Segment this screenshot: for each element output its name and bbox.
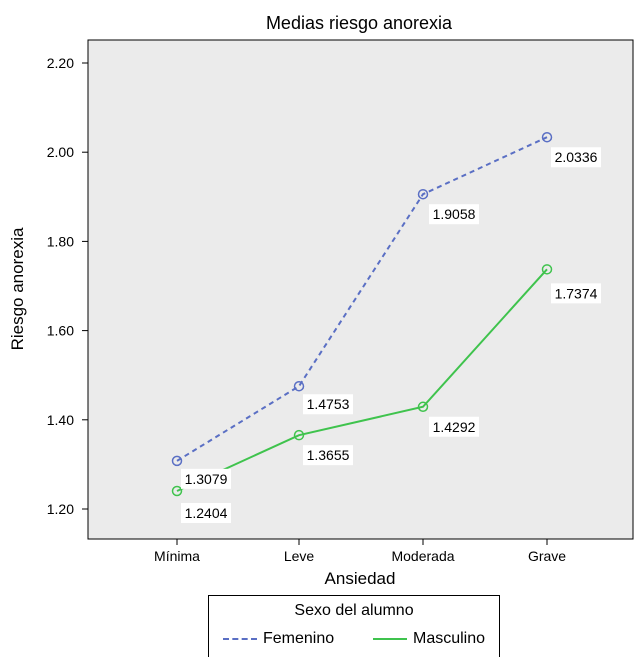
y-axis: 1.20 1.40 1.60 1.80 2.00 2.20 <box>47 55 88 517</box>
data-label-box <box>429 416 479 437</box>
data-label-text: 2.0336 <box>555 149 598 165</box>
data-label-masculino: 1.2404 <box>181 502 231 523</box>
series-layer <box>171 131 553 497</box>
y-tick-label: 2.00 <box>47 144 74 160</box>
data-point-femenino <box>541 131 553 143</box>
data-label-text: 1.9058 <box>433 206 476 222</box>
data-point-masculino <box>541 264 553 275</box>
data-label-femenino: 1.9058 <box>429 204 479 225</box>
legend-label-femenino: Femenino <box>263 630 335 647</box>
data-label-text: 1.7374 <box>555 285 598 301</box>
legend-swatch-masculino <box>373 638 407 640</box>
x-tick-label: Moderada <box>391 548 454 564</box>
data-label-masculino: 1.4292 <box>429 416 479 437</box>
plot-area <box>87 39 634 540</box>
x-tick-label: Leve <box>284 548 315 564</box>
data-label-box <box>303 394 353 415</box>
series-line-masculino <box>176 268 548 492</box>
data-point-femenino <box>293 380 305 392</box>
data-point-masculino <box>293 429 305 441</box>
data-label-text: 1.4292 <box>433 419 476 435</box>
data-label-femenino: 1.3079 <box>181 468 231 489</box>
data-label-box <box>181 468 231 489</box>
x-axis: Mínima Leve Moderada Grave <box>154 539 566 564</box>
y-axis-label: Riesgo anorexia <box>8 227 27 350</box>
legend-item-masculino: Masculino <box>373 630 485 648</box>
data-point-masculino <box>171 485 183 497</box>
legend-label-masculino: Masculino <box>413 630 486 647</box>
y-tick-label: 2.20 <box>47 55 74 71</box>
y-tick-label: 1.40 <box>47 412 74 428</box>
data-label-text: 1.2404 <box>185 505 228 521</box>
data-label-box <box>181 502 231 523</box>
data-point-femenino <box>171 455 183 467</box>
data-label-text: 1.3079 <box>185 471 228 487</box>
data-label-box <box>551 147 601 168</box>
data-label-text: 1.4753 <box>307 396 350 412</box>
legend-title: Sexo del alumno <box>294 602 414 619</box>
data-label-box <box>303 445 353 466</box>
legend: Sexo del alumno Femenino Masculino <box>208 595 500 657</box>
y-tick-label: 1.80 <box>47 233 74 249</box>
data-label-masculino: 1.3655 <box>303 445 353 466</box>
legend-item-femenino: Femenino <box>223 630 334 648</box>
y-tick-label: 1.20 <box>47 501 74 517</box>
x-axis-label: Ansiedad <box>325 569 396 588</box>
y-tick-label: 1.60 <box>47 323 74 339</box>
legend-swatch-femenino <box>223 638 257 640</box>
data-label-box <box>551 283 601 304</box>
data-point-masculino <box>417 401 429 413</box>
data-point-femenino <box>417 188 429 200</box>
data-label-box <box>429 204 479 225</box>
data-labels: 1.3079 1.4753 1.9058 2.0336 1.2404 1.3655 1.42… <box>181 147 601 523</box>
x-tick-label: Mínima <box>154 548 200 564</box>
data-label-text: 1.3655 <box>307 447 350 463</box>
data-label-masculino: 1.7374 <box>551 283 601 304</box>
chart-title: Medias riesgo anorexia <box>266 13 453 33</box>
x-tick-label: Grave <box>528 548 566 564</box>
data-label-femenino: 2.0336 <box>551 147 601 168</box>
data-label-femenino: 1.4753 <box>303 394 353 415</box>
